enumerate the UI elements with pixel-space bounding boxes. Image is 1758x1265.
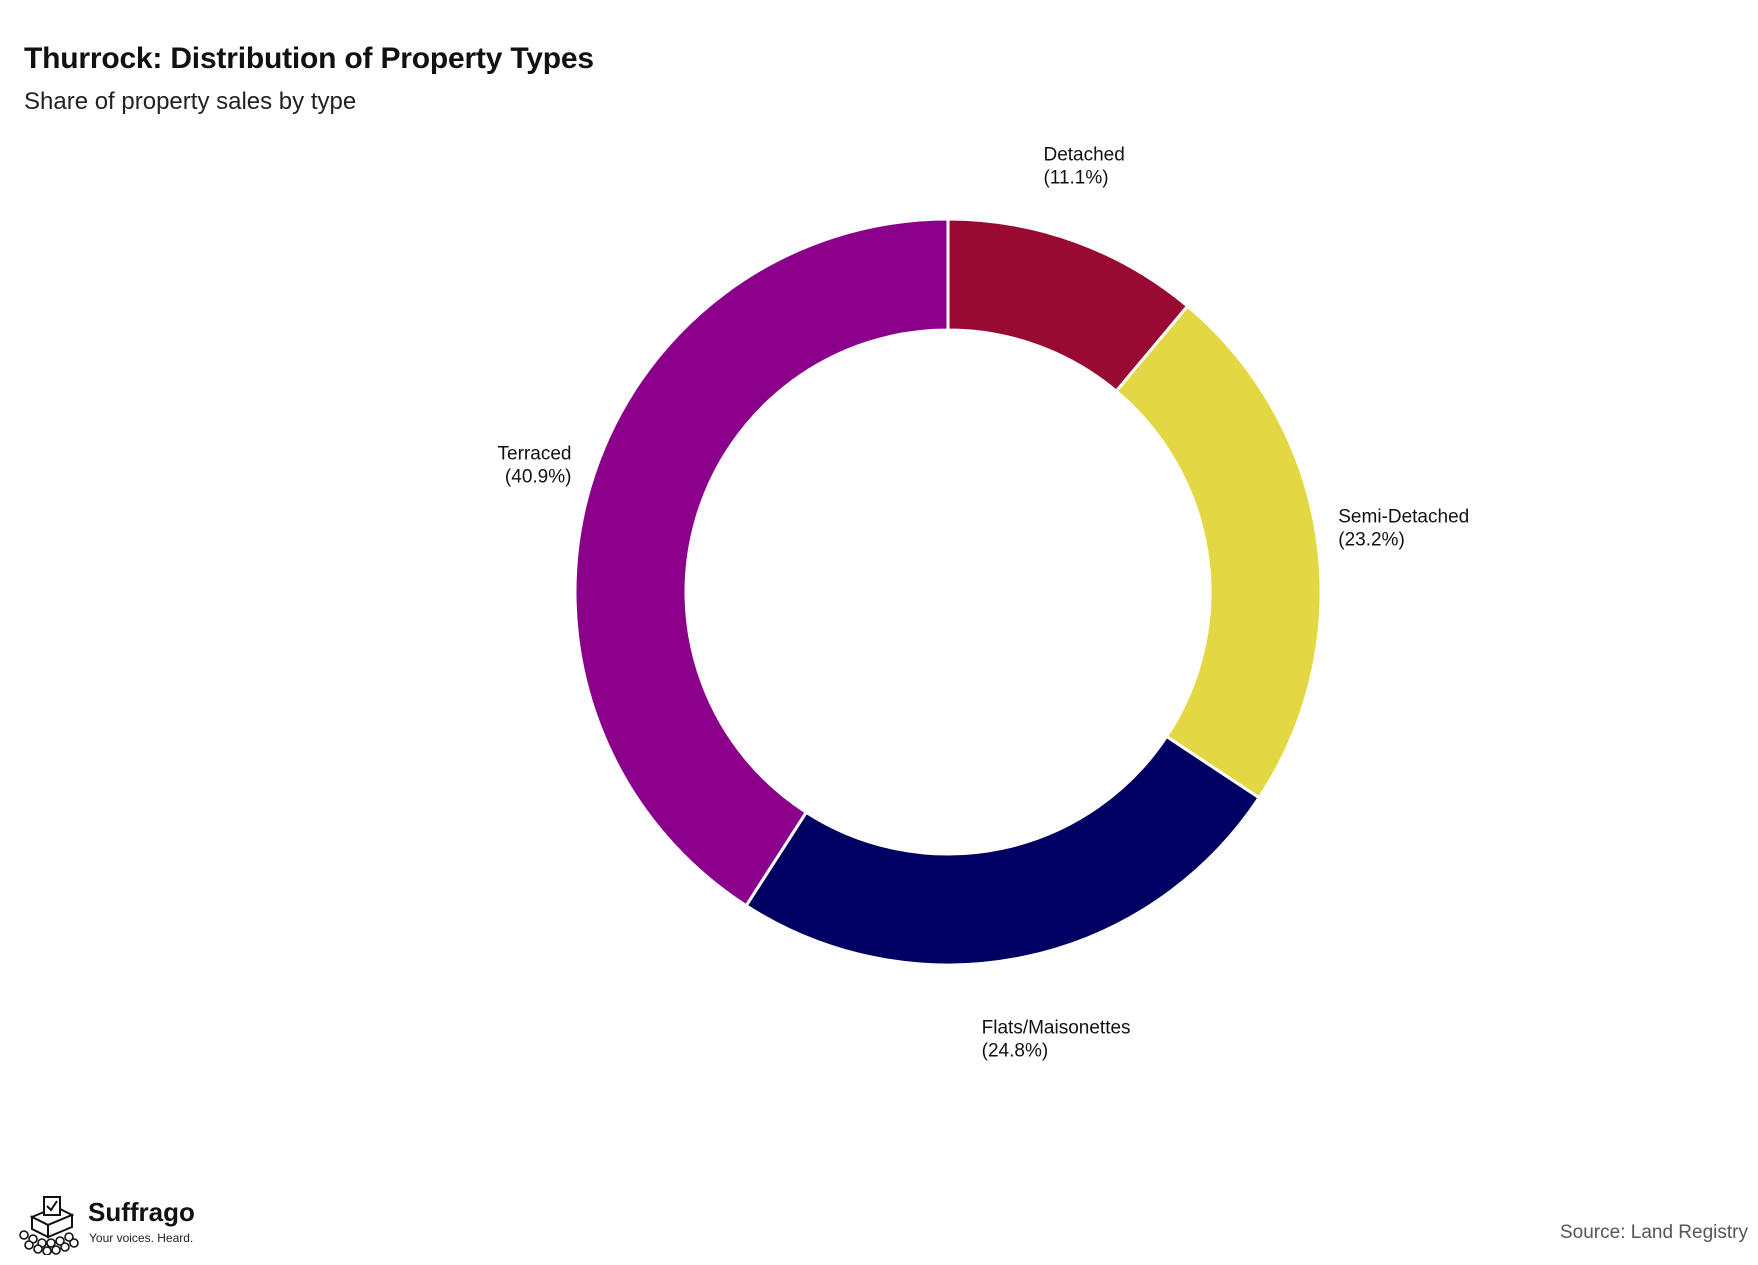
ballot-box-icon <box>19 1196 79 1255</box>
brand-logo: Suffrago Your voices. Heard. <box>16 1195 216 1255</box>
slice-value-flats-maisonettes: (24.8%) <box>982 1040 1049 1061</box>
brand-name: Suffrago <box>88 1197 195 1227</box>
slice-value-detached: (11.1%) <box>1043 167 1108 188</box>
chart-subtitle: Share of property sales by type <box>24 88 357 115</box>
slice-semi-detached <box>1114 303 1323 800</box>
chart-title: Thurrock: Distribution of Property Types <box>24 42 594 75</box>
slices-layer <box>573 217 1323 967</box>
slice-flats-maisonettes <box>744 734 1262 967</box>
slice-label-terraced: Terraced <box>498 444 572 465</box>
brand-tagline: Your voices. Heard. <box>89 1231 194 1245</box>
slice-label-detached: Detached <box>1043 144 1124 165</box>
slice-value-semi-detached: (23.2%) <box>1338 529 1405 550</box>
slice-terraced <box>573 217 950 908</box>
slice-label-flats-maisonettes: Flats/Maisonettes <box>982 1017 1131 1038</box>
slice-label-semi-detached: Semi-Detached <box>1338 506 1469 527</box>
labels-layer: Detached(11.1%) Semi-Detached(23.2%) Flats… <box>498 144 1470 1061</box>
source-note: Source: Land Registry <box>1560 1222 1748 1243</box>
slice-value-terraced: (40.9%) <box>505 467 572 488</box>
